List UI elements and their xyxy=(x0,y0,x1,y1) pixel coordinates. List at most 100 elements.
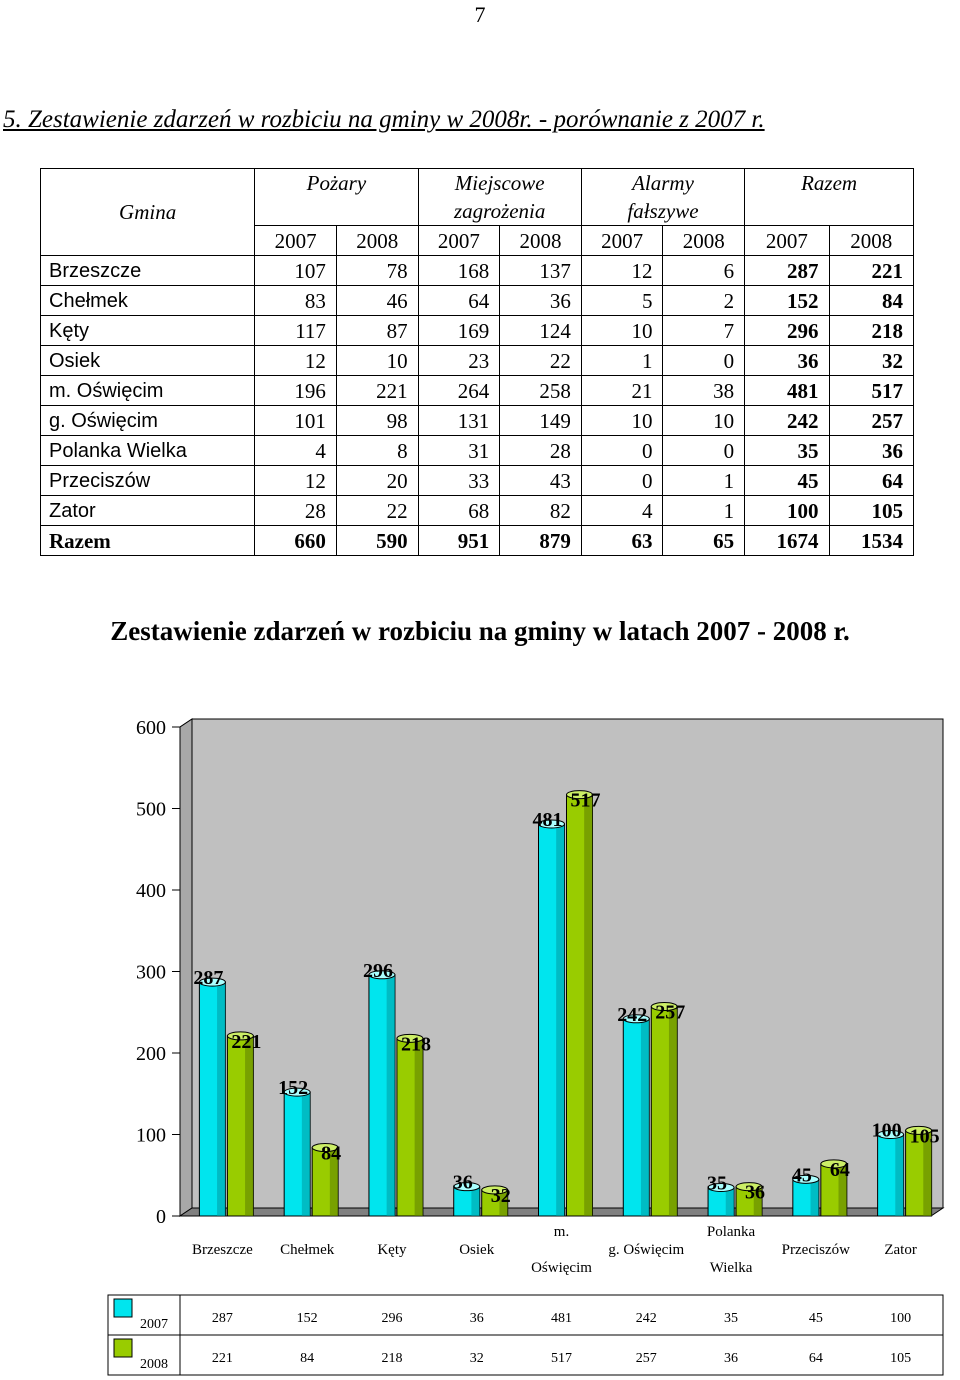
table-cell: 8 xyxy=(335,435,419,466)
table-cell: 100 xyxy=(744,495,830,526)
table-cell: 98 xyxy=(335,405,419,436)
table-cell: 0 xyxy=(580,435,664,466)
table-cell: 31 xyxy=(417,435,501,466)
table-cell: 46 xyxy=(335,285,419,316)
bar-shade xyxy=(499,1189,508,1216)
bar-cap xyxy=(566,790,593,800)
legend-table-value: 35 xyxy=(724,1311,738,1326)
table-cell: 83 xyxy=(254,285,337,316)
y-tick-label: 0 xyxy=(156,1206,166,1228)
legend-swatch-2008 xyxy=(113,1338,133,1358)
table-cell: 218 xyxy=(828,315,915,346)
table-row: Osiek 12 10 23 22 1 0 36 32 xyxy=(39,345,915,376)
category-label: Polanka xyxy=(707,1224,756,1240)
bar-shade xyxy=(810,1179,819,1216)
table-cell: 1 xyxy=(580,345,664,376)
table-cell: 36 xyxy=(744,345,830,376)
bar-cap xyxy=(877,1130,905,1139)
table-cell: 65 xyxy=(662,525,746,556)
table-cell: 38 xyxy=(662,375,746,406)
bar-shade xyxy=(584,794,593,1216)
table-cell: 87 xyxy=(335,315,419,346)
table-cell: 168 xyxy=(417,255,501,286)
legend-series-name: 2008 xyxy=(140,1357,168,1372)
bar-shade xyxy=(329,1147,339,1216)
data-label: 152 xyxy=(278,1077,308,1099)
table-cell: 68 xyxy=(417,495,501,526)
bar-cap xyxy=(707,1182,735,1192)
table-cell: 1674 xyxy=(744,525,830,556)
data-label: 32 xyxy=(491,1185,511,1207)
bar-cap xyxy=(311,1143,339,1153)
table-cell: 23 xyxy=(417,345,501,376)
gmina-name: Osiek xyxy=(39,345,256,376)
gmina-name: Przeciszów xyxy=(39,465,256,496)
bar-shade xyxy=(753,1186,763,1216)
bar-shade xyxy=(668,1006,678,1216)
data-label: 35 xyxy=(707,1172,727,1194)
data-label: 64 xyxy=(830,1159,850,1181)
table-cell: 196 xyxy=(254,375,337,406)
bar-shade xyxy=(923,1130,932,1216)
table-cell: 36 xyxy=(828,435,915,466)
bar-chart: 0 100 200 300 400 500 600 287 221 Brzeszcze 152 84 C… xyxy=(107,717,945,1376)
legend-series-name: 2007 xyxy=(140,1317,168,1332)
stats-table: Gmina Pożary Miejscowe zagrożenia Alarmy fałs… xyxy=(39,168,915,556)
bar-cap xyxy=(283,1087,311,1097)
category-label: Chełmek xyxy=(280,1242,335,1258)
y-tick-label: 600 xyxy=(136,717,166,739)
data-label: 481 xyxy=(533,809,563,831)
table-cell: 45 xyxy=(744,465,830,496)
table-cell: 149 xyxy=(499,405,582,436)
legend-table-value: 100 xyxy=(890,1311,911,1326)
year-header: 2007 xyxy=(254,225,337,256)
table-row: Kęty 117 87 169 124 10 7 296 218 xyxy=(39,315,915,346)
bar-cap xyxy=(453,1182,481,1192)
table-cell: 0 xyxy=(580,465,664,496)
table-cell: 1 xyxy=(662,465,746,496)
data-label: 242 xyxy=(617,1004,647,1026)
bar-cap xyxy=(198,977,226,987)
legend-table-value: 257 xyxy=(636,1351,657,1366)
table-cell: 84 xyxy=(828,285,915,316)
group-header-line2: fałszywe xyxy=(627,199,699,223)
y-tick-label: 200 xyxy=(136,1043,166,1065)
data-label: 100 xyxy=(872,1120,902,1142)
gmina-name: Polanka Wielka xyxy=(39,435,256,466)
table-cell: 296 xyxy=(744,315,830,346)
category-label: Brzeszcze xyxy=(192,1242,253,1258)
table-cell: 257 xyxy=(828,405,915,436)
table-cell: 481 xyxy=(744,375,830,406)
table-cell: 4 xyxy=(254,435,337,466)
group-header-line1: Alarmy xyxy=(632,171,694,195)
legend-table-value: 481 xyxy=(551,1311,572,1326)
year-header: 2008 xyxy=(499,225,582,256)
table-cell: 105 xyxy=(828,495,915,526)
table-cell: 590 xyxy=(335,525,419,556)
table-cell: 221 xyxy=(828,255,915,286)
table-cell: 35 xyxy=(744,435,830,466)
bar-shade xyxy=(217,982,226,1216)
bar-shade xyxy=(386,974,395,1216)
group-header: Miejscowe zagrożenia xyxy=(417,168,582,226)
table-cell: 10 xyxy=(335,345,419,376)
table-cell: 64 xyxy=(417,285,501,316)
table-cell: 879 xyxy=(499,525,582,556)
gmina-name: Zator xyxy=(39,495,256,526)
bar-cap xyxy=(481,1185,509,1195)
table-cell: 660 xyxy=(254,525,337,556)
header-row: Gmina Pożary Miejscowe zagrożenia Alarmy fałs… xyxy=(39,168,914,256)
group-header: Alarmy fałszywe xyxy=(580,168,746,226)
total-row: Razem 660 590 951 879 63 65 1674 1534 xyxy=(39,525,915,556)
table-cell: 107 xyxy=(254,255,337,286)
table-cell: 0 xyxy=(662,345,746,376)
table-row: Zator 28 22 68 82 4 1 100 105 xyxy=(39,495,915,526)
data-label: 84 xyxy=(321,1143,341,1165)
table-cell: 242 xyxy=(744,405,830,436)
legend-table-value: 221 xyxy=(212,1351,233,1366)
table-cell: 7 xyxy=(662,315,746,346)
gmina-name: m. Oświęcim xyxy=(39,375,256,406)
category-label: m. xyxy=(554,1224,569,1240)
table-cell: 1 xyxy=(662,495,746,526)
bar-shade xyxy=(725,1187,735,1216)
